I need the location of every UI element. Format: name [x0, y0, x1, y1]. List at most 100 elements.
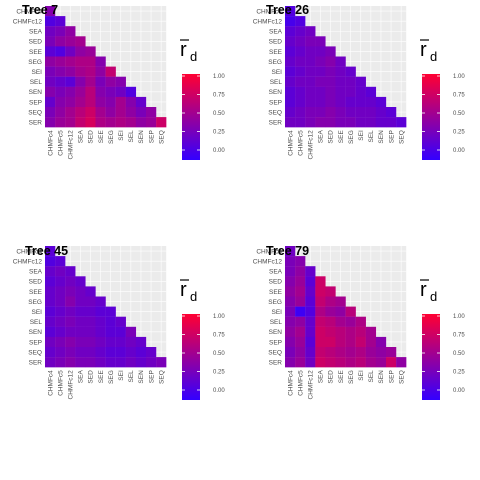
heatmap-cell [325, 326, 336, 338]
heatmap-cell [115, 117, 126, 128]
heatmap-cell [375, 117, 387, 128]
heatmap-cell [285, 117, 296, 128]
heatmap-cell [125, 357, 137, 368]
heatmap-cell [345, 336, 356, 348]
heatmap-cell [365, 326, 377, 338]
y-tick-label: SEQ [268, 349, 282, 356]
heatmap-cell [375, 357, 387, 368]
heatmap-cell [325, 76, 336, 87]
y-tick-label: SER [29, 359, 43, 366]
heatmap-cell [65, 66, 76, 77]
heatmap-cell [305, 326, 316, 338]
heatmap-cell [315, 286, 326, 297]
y-tick-label: SEG [268, 59, 282, 66]
heatmap-cell [45, 117, 56, 128]
legend-tick-label: 1.00 [453, 74, 465, 80]
heatmap-cell [335, 357, 346, 368]
heatmap-cell [45, 76, 56, 87]
x-tick-label: SEE [338, 130, 345, 144]
heatmap-cell [295, 96, 306, 108]
heatmap-cell [325, 306, 336, 317]
x-tick-label: CHMFc5 [297, 370, 304, 396]
y-tick-label: SEA [269, 29, 283, 36]
y-tick-label: SEL [30, 79, 43, 86]
heatmap-cell [95, 117, 106, 128]
legend-tick-label: 0.75 [453, 333, 465, 339]
heatmap-cell [45, 306, 56, 317]
legend-tick-label: 0.25 [453, 130, 465, 136]
y-tick-label: SEE [29, 49, 43, 56]
heatmap-cell [135, 347, 147, 358]
heatmap-cell [365, 86, 377, 98]
legend-tick-label: 0.75 [213, 93, 225, 99]
heatmap-cell [295, 26, 306, 37]
heatmap-cell [295, 347, 306, 358]
y-tick-label: SEN [269, 329, 283, 336]
heatmap-cell [55, 117, 66, 128]
heatmap-cell [125, 117, 137, 128]
heatmap-cell [85, 286, 96, 297]
heatmap-cell [295, 56, 306, 67]
heatmap-cell [325, 316, 336, 327]
heatmap-cell [55, 336, 66, 348]
heatmap-cell [95, 357, 106, 368]
heatmap-cell [105, 347, 116, 358]
heatmap-cell [295, 276, 306, 287]
heatmap-cell [285, 246, 296, 257]
heatmap-cell [335, 107, 346, 118]
heatmap-cell [75, 36, 86, 47]
heatmap-cell [95, 66, 106, 77]
heatmap-cell [325, 107, 336, 118]
heatmap-cell [85, 336, 96, 348]
heatmap-cell [45, 316, 56, 327]
heatmap-cell [285, 36, 296, 47]
y-tick-label: SEQ [28, 109, 42, 116]
heatmap-cell [45, 16, 56, 27]
y-tick-label: SEP [269, 99, 282, 106]
heatmap-cell [335, 326, 346, 338]
heatmap-cell [295, 86, 306, 98]
heatmap-cell [95, 96, 106, 108]
x-tick-label: SEP [148, 370, 155, 383]
heatmap-cell [305, 66, 316, 77]
heatmap-cell [295, 326, 306, 338]
heatmap-cell [295, 76, 306, 87]
legend: r d 0.00 0.25 0.50 0.75 1.00 [420, 279, 465, 400]
heatmap-cell [125, 326, 137, 338]
heatmap-cell [325, 86, 336, 98]
heatmap-cell [325, 336, 336, 348]
heatmap-cell [285, 86, 296, 98]
legend-tick-label: 0.25 [213, 370, 225, 376]
heatmap-cell [45, 86, 56, 98]
y-tick-label: SER [29, 119, 43, 126]
heatmap-cell [285, 46, 296, 57]
heatmap-cell [345, 357, 356, 368]
heatmap-cell [386, 107, 397, 118]
legend-tick-label: 1.00 [453, 314, 465, 320]
y-tick-label: SEN [29, 329, 43, 336]
y-tick-label: CHMFc4 [16, 248, 42, 255]
heatmap-cell [85, 316, 96, 327]
heatmap-cell [355, 316, 366, 327]
heatmap-cell [115, 107, 126, 118]
heatmap-cell [156, 357, 167, 368]
heatmap-cell [285, 16, 296, 27]
x-tick-label: SEI [118, 370, 125, 381]
x-tick-label: SEA [318, 370, 325, 384]
heatmap-cell [305, 266, 316, 277]
x-tick-label: SEG [108, 370, 115, 384]
heatmap-cell [305, 96, 316, 108]
heatmap-cell [55, 357, 66, 368]
heatmap-cell [75, 326, 86, 338]
heatmap-cell [135, 336, 147, 348]
x-tick-label: SEN [138, 370, 145, 384]
heatmap-cell [45, 347, 56, 358]
heatmap-cell [55, 16, 66, 27]
heatmap-cell [305, 46, 316, 57]
heatmap-cell [315, 96, 326, 108]
heatmap-cell [85, 46, 96, 57]
heatmap-cell [85, 107, 96, 118]
heatmap-cell [55, 347, 66, 358]
x-tick-label: SEN [378, 370, 385, 384]
heatmap-cell [85, 326, 96, 338]
